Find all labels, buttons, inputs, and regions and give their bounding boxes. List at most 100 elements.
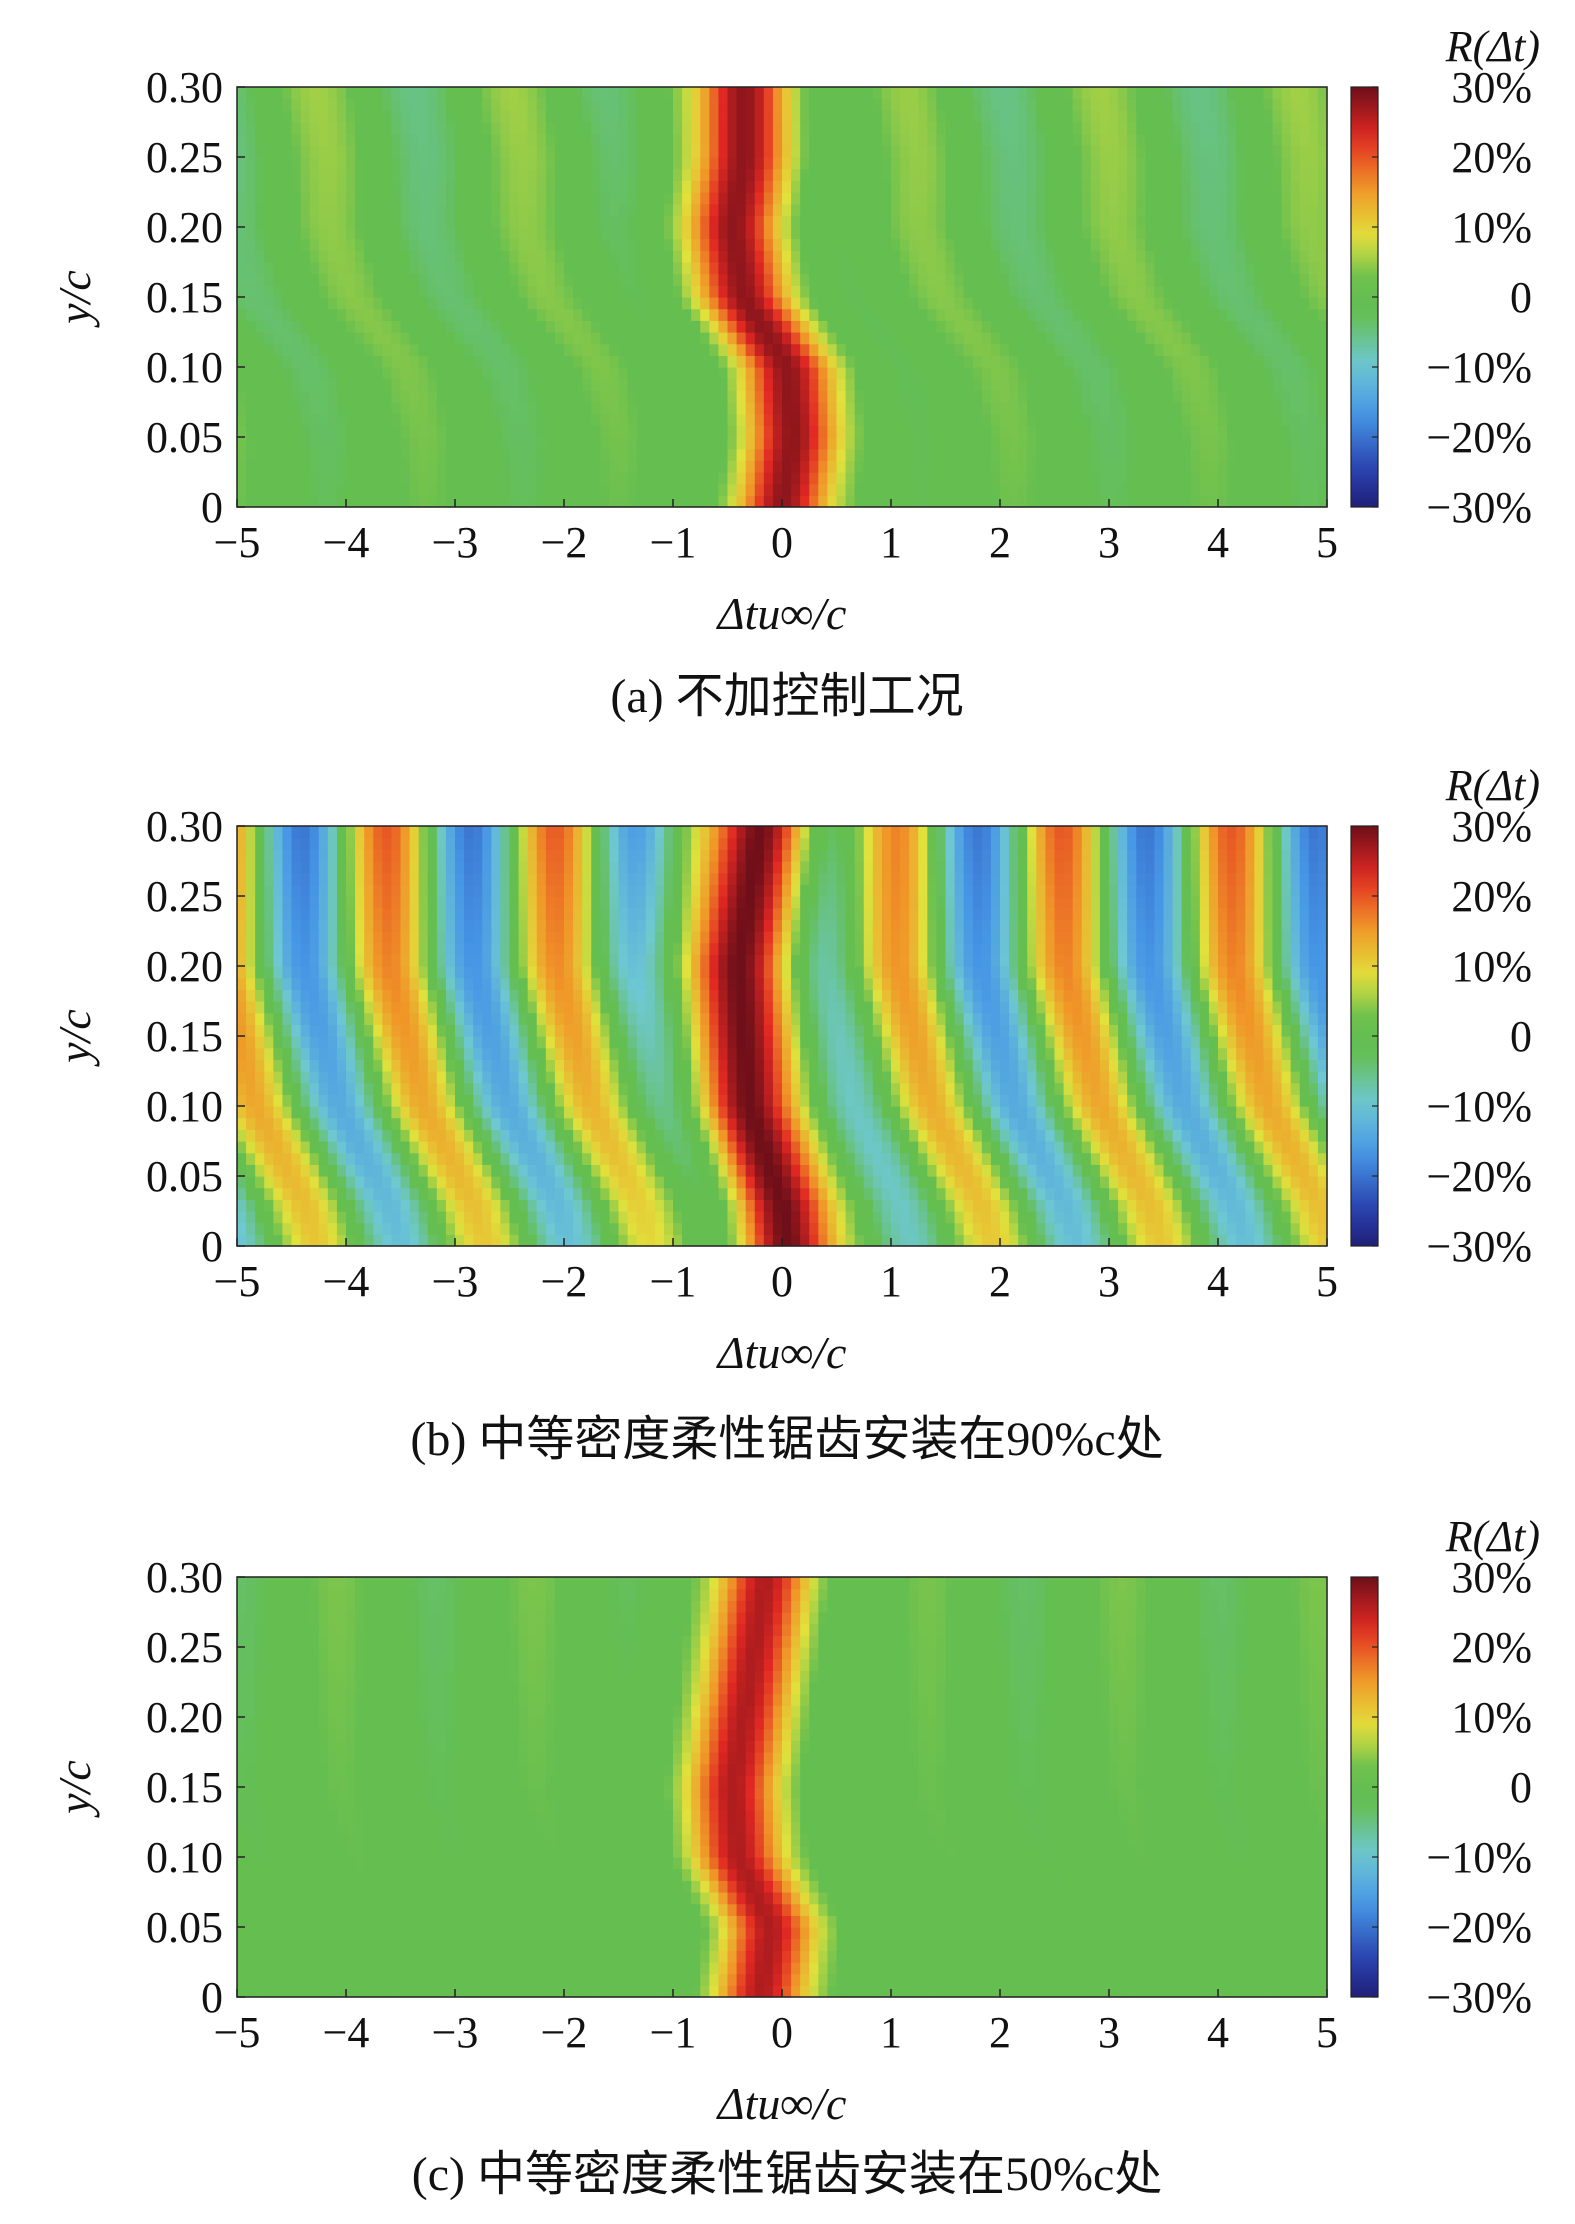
heatmap-cell xyxy=(809,1199,819,1212)
heatmap-cell xyxy=(554,448,565,461)
heatmap-cell xyxy=(409,192,420,205)
heatmap-cell xyxy=(455,157,465,170)
heatmap-cell xyxy=(645,425,656,438)
heatmap-cell xyxy=(237,1199,247,1212)
heatmap-cell xyxy=(645,122,656,135)
heatmap-cell xyxy=(237,203,247,216)
heatmap-cell xyxy=(1218,1211,1228,1224)
heatmap-cell xyxy=(1254,157,1265,170)
heatmap-cell xyxy=(663,122,674,135)
heatmap-cell xyxy=(564,168,574,181)
heatmap-cell xyxy=(509,157,520,170)
heatmap-cell xyxy=(327,238,338,251)
heatmap-cell xyxy=(1136,122,1146,135)
heatmap-cell xyxy=(1181,1187,1192,1200)
heatmap-cell xyxy=(936,180,947,193)
heatmap-cell xyxy=(346,460,356,473)
heatmap-cell xyxy=(564,425,574,438)
heatmap-cell xyxy=(455,98,465,111)
heatmap-cell xyxy=(863,390,874,403)
heatmap-cell xyxy=(1190,320,1201,333)
heatmap-cell xyxy=(891,262,901,275)
heatmap-cell xyxy=(618,308,629,321)
heatmap-cell xyxy=(972,1222,983,1235)
heatmap-cell xyxy=(554,262,565,275)
heatmap-cell xyxy=(700,308,710,321)
heatmap-cell xyxy=(255,332,265,345)
heatmap-cell xyxy=(663,110,674,123)
heatmap-cell xyxy=(727,425,738,438)
heatmap-cell xyxy=(382,495,393,508)
heatmap-cell xyxy=(500,110,511,123)
heatmap-cell xyxy=(654,343,665,356)
heatmap-cell xyxy=(1109,448,1119,461)
heatmap-cell xyxy=(627,98,638,111)
heatmap-cell xyxy=(727,262,738,275)
heatmap-cell xyxy=(346,203,356,216)
heatmap-cell xyxy=(891,413,901,426)
heatmap-cell xyxy=(800,1222,810,1235)
heatmap-cell xyxy=(373,1199,383,1212)
heatmap-cell xyxy=(1090,472,1101,485)
heatmap-cell xyxy=(663,332,674,345)
heatmap-cell xyxy=(1081,355,1092,368)
heatmap-cell xyxy=(981,98,992,111)
heatmap-cell xyxy=(682,122,692,135)
heatmap-cell xyxy=(1308,390,1319,403)
heatmap-cell xyxy=(427,343,438,356)
heatmap-cell xyxy=(663,1211,674,1224)
heatmap-cell xyxy=(872,495,883,508)
heatmap-cell xyxy=(1245,367,1255,380)
heatmap-cell xyxy=(827,483,838,496)
heatmap-cell xyxy=(1081,343,1092,356)
heatmap-cell xyxy=(282,297,293,310)
heatmap-cell xyxy=(609,157,620,170)
heatmap-cell xyxy=(945,145,956,158)
heatmap-cell xyxy=(836,437,847,450)
heatmap-cell xyxy=(509,192,520,205)
heatmap-cell xyxy=(391,437,402,450)
heatmap-cell xyxy=(818,285,829,298)
heatmap-cell xyxy=(327,215,338,228)
heatmap-cell xyxy=(981,343,992,356)
heatmap-cell xyxy=(981,308,992,321)
heatmap-cell xyxy=(282,343,293,356)
heatmap-cell xyxy=(400,133,411,146)
heatmap-cell xyxy=(700,1199,710,1212)
heatmap-cell xyxy=(763,1187,774,1200)
heatmap-cell xyxy=(972,343,983,356)
heatmap-cell xyxy=(1099,425,1110,438)
heatmap-cell xyxy=(400,343,411,356)
heatmap-cell xyxy=(954,378,965,391)
heatmap-cell xyxy=(436,250,447,263)
heatmap-cell xyxy=(863,413,874,426)
heatmap-cell xyxy=(1027,332,1037,345)
heatmap-cell xyxy=(891,402,901,415)
heatmap-cell xyxy=(1072,343,1083,356)
heatmap-cell xyxy=(418,87,429,100)
heatmap-cell xyxy=(500,402,511,415)
heatmap-cell xyxy=(400,1176,411,1189)
heatmap-cell xyxy=(382,472,393,485)
heatmap-cell xyxy=(282,495,293,508)
heatmap-cell xyxy=(336,145,347,158)
heatmap-cell xyxy=(1308,285,1319,298)
heatmap-cell xyxy=(636,390,647,403)
heatmap-cell xyxy=(445,168,456,181)
heatmap-cell xyxy=(400,1187,411,1200)
heatmap-cell xyxy=(1281,168,1292,181)
heatmap-cell xyxy=(936,343,947,356)
heatmap-cell xyxy=(709,250,720,263)
heatmap-cell xyxy=(1009,367,1019,380)
heatmap-cell xyxy=(1190,133,1201,146)
heatmap-cell xyxy=(1072,133,1083,146)
heatmap-cell xyxy=(891,332,901,345)
heatmap-cell xyxy=(300,1222,311,1235)
heatmap-cell xyxy=(654,122,665,135)
heatmap-cell xyxy=(264,1211,274,1224)
heatmap-cell xyxy=(1109,297,1119,310)
heatmap-cell xyxy=(1027,227,1037,240)
heatmap-cell xyxy=(255,402,265,415)
heatmap-cell xyxy=(600,1222,611,1235)
heatmap-cell xyxy=(709,448,720,461)
